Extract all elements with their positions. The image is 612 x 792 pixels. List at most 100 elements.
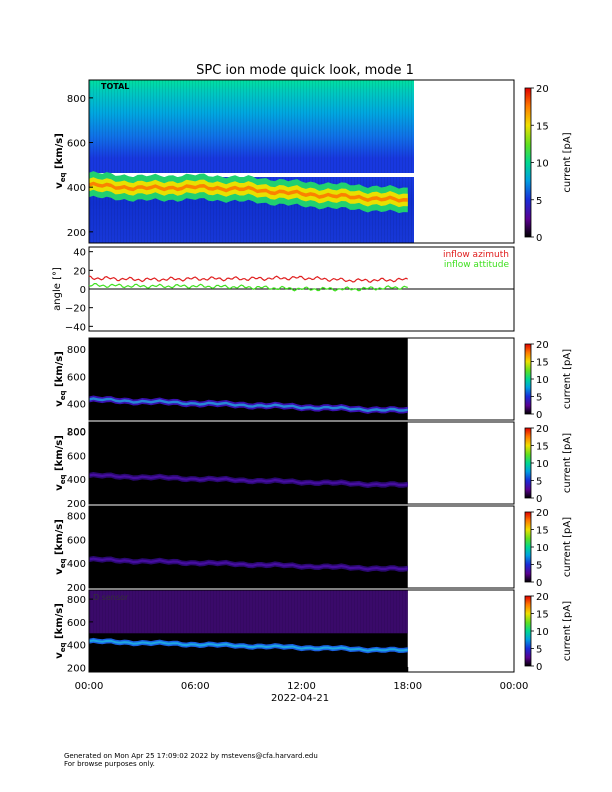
colorbar-tick-label: 15 <box>536 526 549 537</box>
colorbar-label: current [pA] <box>562 349 573 409</box>
ytick-label: 800 <box>67 428 86 439</box>
ylabel-text: veq [km/s] <box>54 133 67 189</box>
ytick-label: 800 <box>67 345 86 356</box>
ylabel-text: veq [km/s] <box>54 519 67 575</box>
colorbar-tick-label: 10 <box>536 459 549 470</box>
ylabel-main: v <box>54 652 65 659</box>
sensor-beam-core <box>89 639 408 652</box>
chart-title: SPC ion mode quick look, mode 1 <box>196 63 414 78</box>
ytick-label: 200 <box>67 427 86 438</box>
sensor-beam-core <box>89 473 408 487</box>
ytick-label: 800 <box>67 512 86 523</box>
legend-inflow-attitude: inflow attitude <box>444 260 510 270</box>
colorbar-label: current [pA] <box>562 601 573 661</box>
sensor-beam-outer <box>89 472 408 488</box>
colorbar-tick-label: 0 <box>536 233 542 244</box>
ylabel-unit: [km/s] <box>54 603 65 642</box>
colorbar-tick-label: 20 <box>536 592 549 603</box>
sensor-colorbar <box>524 343 532 415</box>
ytick-label: 200 <box>67 583 86 594</box>
sensor-colorbar-ticks: 20 15 10 5 0 current [pA] <box>531 592 573 673</box>
sensor-panel-frame <box>88 505 515 589</box>
angle-yticks: 40 20 0 −20 −40 <box>65 248 93 333</box>
angle-ytick-label: −20 <box>65 304 86 315</box>
colorbar-tick-label: 0 <box>536 410 542 421</box>
colorbar-tick-label: 20 <box>536 340 549 351</box>
ytick-label: 600 <box>67 451 86 462</box>
ylabel-unit: [km/s] <box>54 351 65 390</box>
xtick-label: 00:00 <box>500 681 529 692</box>
sensor-colorbar <box>524 427 532 499</box>
sensor-panel-data-area <box>89 422 408 504</box>
ytick-label: 200 <box>67 499 86 510</box>
sensor-beam-outer <box>89 637 408 654</box>
xtick-label: 18:00 <box>393 681 422 692</box>
sensor-ylabel: veq [km/s] <box>54 435 67 491</box>
total-beam-inner <box>89 177 408 208</box>
total-gap-band <box>89 173 414 177</box>
ytick-label: 400 <box>67 475 86 486</box>
xtick-label: 00:00 <box>75 681 104 692</box>
ytick-label: 200 <box>67 228 86 239</box>
ylabel-unit: [km/s] <box>54 435 65 474</box>
colorbar-tick-label: 15 <box>536 358 549 369</box>
legend-inflow-azimuth: inflow azimuth <box>443 250 509 260</box>
ytick-label: 400 <box>67 183 86 194</box>
sensor-beam-outer <box>89 395 408 414</box>
date-label: 2022-04-21 <box>271 693 329 704</box>
total-beam-core <box>89 181 408 203</box>
sensor-beam-core <box>89 557 408 571</box>
sensor-yticks: 800 600 400 200 <box>67 428 93 510</box>
ylabel-subscript: eq <box>59 643 67 653</box>
ylabel-main: v <box>54 484 65 491</box>
colorbar-tick-label: 5 <box>536 561 542 572</box>
colorbar-tick-label: 10 <box>536 543 549 554</box>
ylabel-unit: [km/s] <box>54 133 65 172</box>
sensor-panel-data-area <box>89 506 408 588</box>
xtick-label: 06:00 <box>181 681 210 692</box>
colorbar-tick-label: 5 <box>536 645 542 656</box>
total-heatmap-texture <box>89 80 414 243</box>
angle-ylabel: angle [°] <box>52 267 63 311</box>
ytick-label: 200 <box>67 663 86 674</box>
ytick-label: 400 <box>67 559 86 570</box>
ylabel-unit: [km/s] <box>54 519 65 558</box>
ylabel-subscript: eq <box>59 475 67 485</box>
colorbar-tick-label: 10 <box>536 159 549 170</box>
ylabel-main: v <box>54 182 65 189</box>
ytick-label: 400 <box>67 641 86 652</box>
footer-generated-line: Generated on Mon Apr 25 17:09:02 2022 by… <box>64 752 318 760</box>
total-panel-label: TOTAL <box>101 82 129 91</box>
colorbar-tick-label: 0 <box>536 662 542 673</box>
colorbar-tick-label: 20 <box>536 508 549 519</box>
sensor-beam-core <box>89 397 408 413</box>
colorbar-label: current [pA] <box>562 517 573 577</box>
inflow-attitude-line <box>88 283 408 292</box>
colorbar-tick-label: 0 <box>536 494 542 505</box>
sensor-panel-label: D sensor <box>93 593 129 602</box>
ylabel-text: veq [km/s] <box>54 351 67 407</box>
sensor-yticks: 800 600 400 200 <box>67 512 93 594</box>
sensor-panel-frame <box>88 337 515 421</box>
total-ylabel: veq [km/s] <box>54 133 67 189</box>
time-axis: 00:00 06:00 12:00 18:00 00:00 <box>75 667 529 692</box>
colorbar-label: current [pA] <box>562 433 573 493</box>
total-colorbar-ticks: 20 15 10 5 0 current [pA] <box>531 84 573 244</box>
sensor-ylabel: veq [km/s] <box>54 603 67 659</box>
ylabel-main: v <box>54 400 65 407</box>
ytick-label: 400 <box>67 400 86 411</box>
sensor-panel-frame <box>88 421 515 505</box>
panel-total: TOTAL 800 600 400 200 veq [km/s] 20 15 10 5 0 cu… <box>54 79 573 244</box>
panel-angle: inflow azimuth inflow attitude 40 20 0 −20 −… <box>52 246 515 333</box>
ylabel-subscript: eq <box>59 173 67 183</box>
sensor-ylabel: veq [km/s] <box>54 351 67 407</box>
colorbar-tick-label: 5 <box>536 196 542 207</box>
footer: Generated on Mon Apr 25 17:09:02 2022 by… <box>64 752 318 768</box>
total-yticks: 800 600 400 200 <box>67 94 93 239</box>
colorbar-tick-label: 10 <box>536 627 549 638</box>
angle-ytick-label: −40 <box>65 322 86 333</box>
